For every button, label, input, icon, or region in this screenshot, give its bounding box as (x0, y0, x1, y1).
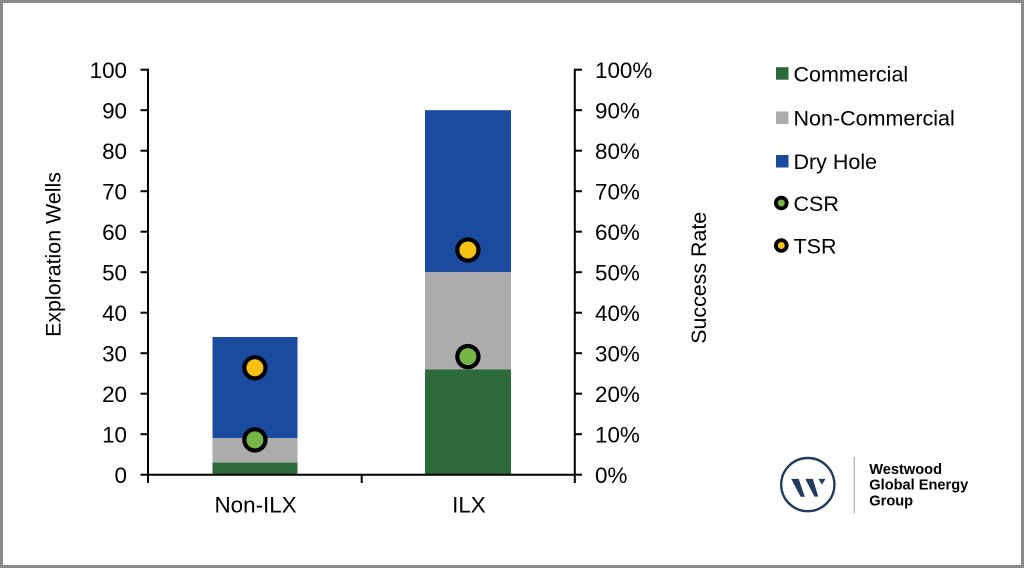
svg-text:80%: 80% (595, 139, 640, 164)
svg-text:50%: 50% (595, 260, 640, 285)
svg-text:90: 90 (102, 98, 127, 123)
svg-text:Non-ILX: Non-ILX (215, 492, 297, 517)
svg-text:50: 50 (102, 260, 127, 285)
svg-text:Commercial: Commercial (794, 62, 909, 86)
svg-text:40: 40 (102, 301, 127, 326)
svg-text:0%: 0% (595, 463, 627, 488)
svg-text:Success Rate: Success Rate (687, 212, 711, 344)
svg-text:0: 0 (115, 463, 127, 488)
svg-text:60: 60 (102, 220, 127, 245)
svg-text:20: 20 (102, 382, 127, 407)
svg-text:40%: 40% (595, 301, 640, 326)
svg-text:30%: 30% (595, 341, 640, 366)
svg-text:80: 80 (102, 139, 127, 164)
svg-text:100: 100 (90, 58, 127, 83)
svg-text:Non-Commercial: Non-Commercial (794, 107, 955, 131)
svg-text:30: 30 (102, 341, 127, 366)
svg-text:Group: Group (869, 493, 913, 509)
svg-text:10: 10 (102, 422, 127, 447)
svg-text:CSR: CSR (794, 192, 839, 216)
svg-text:10%: 10% (595, 422, 640, 447)
svg-text:ILX: ILX (452, 492, 486, 517)
svg-text:20%: 20% (595, 382, 640, 407)
svg-text:Exploration Wells: Exploration Wells (42, 172, 66, 337)
svg-text:TSR: TSR (794, 234, 837, 258)
svg-text:60%: 60% (595, 220, 640, 245)
svg-text:70%: 70% (595, 179, 640, 204)
svg-text:70: 70 (102, 179, 127, 204)
svg-text:Global Energy: Global Energy (869, 477, 969, 493)
svg-text:Westwood: Westwood (869, 462, 942, 478)
svg-text:100%: 100% (595, 58, 652, 83)
svg-text:Dry Hole: Dry Hole (794, 150, 878, 174)
svg-text:90%: 90% (595, 98, 640, 123)
